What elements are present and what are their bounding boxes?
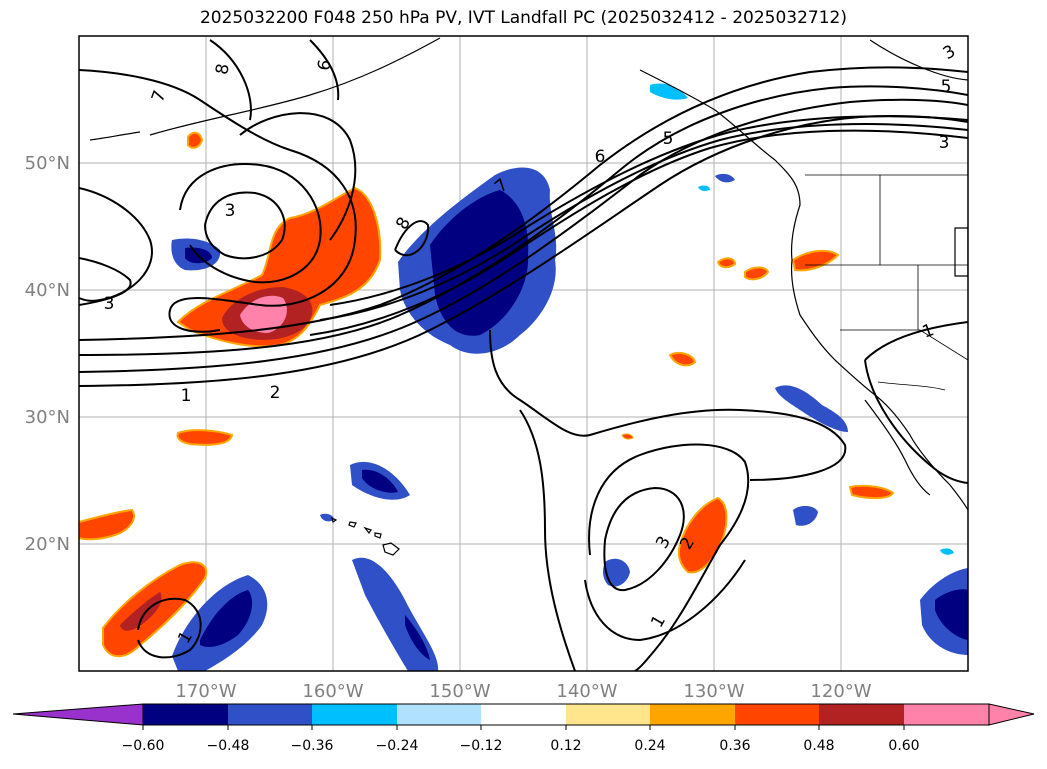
colorbar-tick-label: −0.60 xyxy=(122,738,165,754)
colorbar: −0.60 −0.48 −0.36 −0.24 −0.12 0.12 0.24 … xyxy=(12,703,1035,754)
longitude-label: 160°W xyxy=(302,681,363,702)
colorbar-segment xyxy=(143,704,228,725)
colorbar-extend-low xyxy=(12,703,144,726)
contour-label: 5 xyxy=(663,129,674,149)
contour-label: 6 xyxy=(595,147,606,167)
latitude-labels: 50°N 40°N 30°N 20°N xyxy=(25,153,70,555)
contour-label: 3 xyxy=(104,294,115,314)
latitude-label: 30°N xyxy=(25,407,70,428)
colorbar-tick-label: −0.24 xyxy=(376,738,419,754)
colorbar-segment xyxy=(566,704,650,725)
contour-label: 5 xyxy=(941,77,952,97)
contour-label: 6 xyxy=(314,58,336,72)
latitude-label: 50°N xyxy=(25,153,70,174)
contour-label: 8 xyxy=(212,62,234,76)
contour-lines xyxy=(79,39,968,671)
colorbar-tick-label: −0.12 xyxy=(460,738,503,754)
longitude-label: 130°W xyxy=(683,681,744,702)
colorbar-segment xyxy=(397,704,481,725)
latitude-label: 20°N xyxy=(25,534,70,555)
colorbar-segment xyxy=(481,704,566,725)
contour-label: 2 xyxy=(270,383,281,403)
contour-label: 3 xyxy=(939,133,950,153)
latitude-label: 40°N xyxy=(25,280,70,301)
map-frame xyxy=(78,35,969,672)
colorbar-tick-label: 0.24 xyxy=(634,738,665,754)
longitude-labels: 170°W 160°W 150°W 140°W 130°W 120°W xyxy=(175,681,871,702)
colorbar-segment xyxy=(819,704,904,725)
colorbar-tick-label: 0.36 xyxy=(719,738,750,754)
gridlines xyxy=(79,36,968,671)
longitude-label: 170°W xyxy=(175,681,236,702)
longitude-label: 120°W xyxy=(810,681,871,702)
longitude-label: 150°W xyxy=(429,681,490,702)
longitude-label: 140°W xyxy=(556,681,617,702)
contour-label: 1 xyxy=(181,386,192,406)
colorbar-segment xyxy=(228,704,312,725)
plot-title: 2025032200 F048 250 hPa PV, IVT Landfall… xyxy=(199,8,847,28)
contour-label: 3 xyxy=(225,201,236,221)
colorbar-tick-label: 0.60 xyxy=(888,738,919,754)
colorbar-tick-label: −0.48 xyxy=(207,738,250,754)
colorbar-segment xyxy=(904,704,989,725)
hawaiian-islands xyxy=(331,516,400,556)
colorbar-segment xyxy=(650,704,735,725)
colorbar-segment xyxy=(735,704,819,725)
map-background xyxy=(79,36,968,671)
colorbar-segment xyxy=(312,704,397,725)
colorbar-tick-label: 0.48 xyxy=(803,738,834,754)
colorbar-tick-label: −0.36 xyxy=(291,738,334,754)
colorbar-extend-high xyxy=(988,703,1035,726)
colorbar-tick-label: 0.12 xyxy=(550,738,581,754)
